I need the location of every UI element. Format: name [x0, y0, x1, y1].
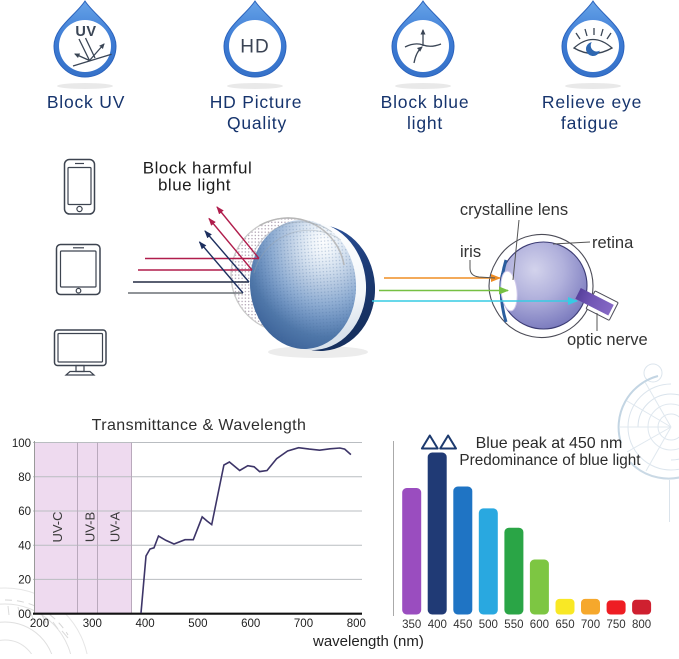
svg-text:500: 500	[479, 619, 498, 631]
svg-text:crystalline lens: crystalline lens	[460, 201, 568, 219]
svg-text:750: 750	[607, 619, 626, 631]
svg-text:Predominance of blue light: Predominance of blue light	[459, 452, 641, 469]
svg-text:Relieve eye: Relieve eye	[542, 92, 642, 112]
svg-text:retina: retina	[592, 234, 634, 252]
svg-text:20: 20	[18, 575, 31, 587]
svg-text:200: 200	[30, 618, 49, 630]
svg-text:80: 80	[18, 472, 31, 484]
svg-text:800: 800	[347, 618, 366, 630]
svg-text:HD Picture: HD Picture	[210, 92, 303, 112]
svg-text:Block blue: Block blue	[381, 92, 470, 112]
svg-text:Block UV: Block UV	[47, 92, 125, 112]
svg-text:00: 00	[18, 609, 31, 621]
svg-text:HD: HD	[240, 37, 269, 58]
svg-text:UV-A: UV-A	[108, 512, 123, 543]
svg-text:iris: iris	[460, 243, 481, 261]
svg-text:700: 700	[581, 619, 600, 631]
svg-text:40: 40	[18, 541, 31, 553]
svg-text:300: 300	[83, 618, 102, 630]
svg-text:Blue peak at 450 nm: Blue peak at 450 nm	[476, 435, 623, 452]
svg-text:optic nerve: optic nerve	[567, 331, 648, 349]
svg-text:60: 60	[18, 506, 31, 518]
svg-text:450: 450	[453, 619, 472, 631]
svg-text:UV-B: UV-B	[83, 512, 98, 542]
svg-text:fatigue: fatigue	[561, 113, 619, 133]
svg-text:light: light	[407, 113, 443, 133]
svg-text:650: 650	[555, 619, 574, 631]
svg-text:550: 550	[504, 619, 523, 631]
svg-text:Block harmful: Block harmful	[143, 159, 252, 178]
svg-text:UV: UV	[75, 24, 96, 40]
svg-text:Transmittance & Wavelength: Transmittance & Wavelength	[92, 417, 307, 434]
svg-text:400: 400	[136, 618, 155, 630]
svg-text:800: 800	[632, 619, 651, 631]
svg-text:wavelength (nm): wavelength (nm)	[312, 633, 424, 650]
svg-text:400: 400	[428, 619, 447, 631]
svg-text:600: 600	[530, 619, 549, 631]
svg-text:500: 500	[188, 618, 207, 630]
svg-text:600: 600	[241, 618, 260, 630]
svg-text:blue light: blue light	[158, 176, 231, 195]
svg-text:350: 350	[402, 619, 421, 631]
svg-text:Quality: Quality	[227, 113, 287, 133]
svg-text:700: 700	[294, 618, 313, 630]
svg-text:UV-C: UV-C	[50, 511, 65, 542]
svg-text:100: 100	[12, 438, 31, 450]
